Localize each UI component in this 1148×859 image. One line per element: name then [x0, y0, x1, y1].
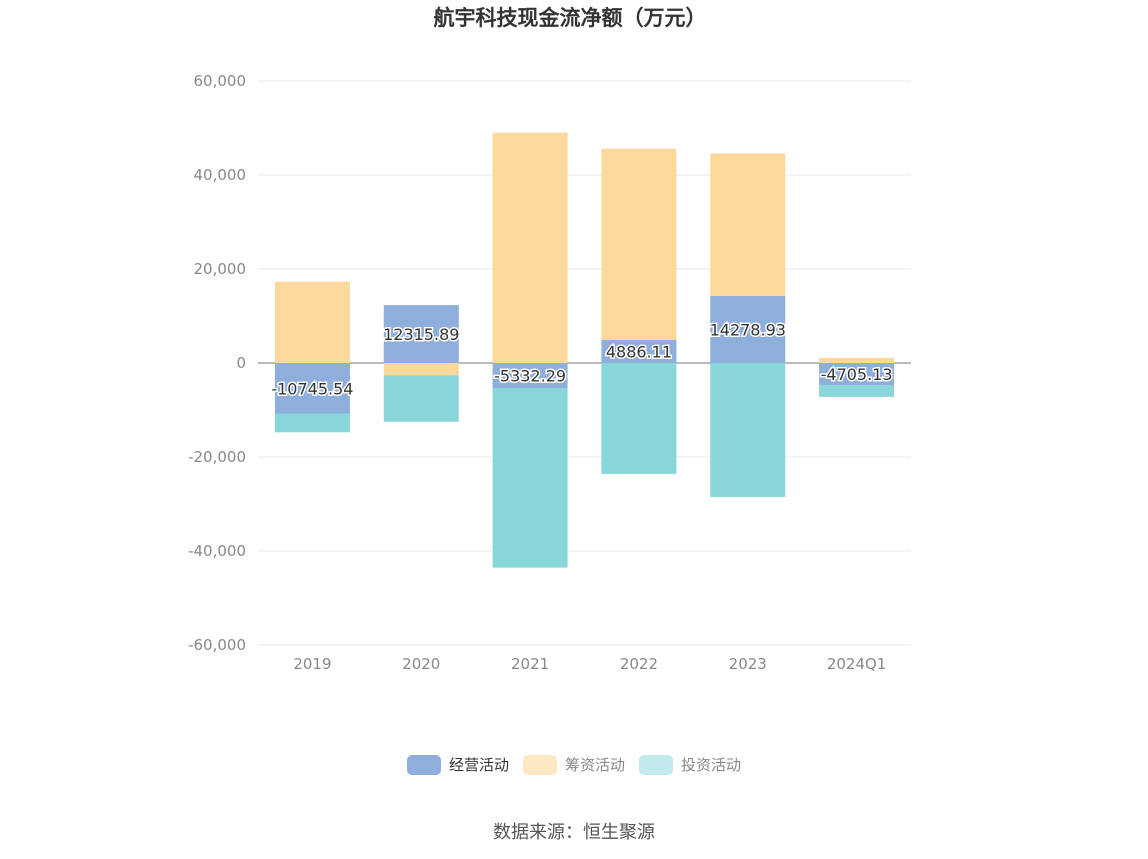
- cash-flow-chart: 航宇科技现金流净额（万元） 60,000 40,000 20,000 0 -20,000…: [188, 6, 911, 673]
- x-tick-label: 2019: [293, 655, 331, 673]
- data-label: -4705.13: [821, 365, 893, 384]
- y-tick-label: 60,000: [194, 72, 247, 90]
- bar-1-2023[interactable]: [710, 153, 786, 296]
- bar-2-2024Q1[interactable]: [819, 385, 895, 397]
- data-label: 14278.93: [710, 320, 786, 339]
- legend: 经营活动 筹资活动 投资活动: [0, 754, 1148, 775]
- data-source: 数据来源：恒生聚源: [493, 822, 655, 843]
- legend-item-operating[interactable]: 经营活动: [406, 754, 509, 775]
- bar-1-2021[interactable]: [492, 132, 568, 363]
- y-tick-label: -20,000: [188, 448, 246, 466]
- bar-0-2021[interactable]: [492, 363, 568, 389]
- data-label: -10745.54: [271, 379, 353, 398]
- bar-0-2024Q1[interactable]: [819, 363, 895, 386]
- legend-item-investing[interactable]: 投资活动: [639, 754, 741, 775]
- bar-1-2020[interactable]: [383, 363, 459, 376]
- legend-label-investing: 投资活动: [681, 756, 742, 774]
- bar-0-2023[interactable]: [710, 295, 786, 363]
- y-tick-label: 40,000: [194, 166, 247, 184]
- data-label: 12315.89: [383, 325, 459, 344]
- legend-swatch-operating: [406, 754, 441, 775]
- legend-swatch-financing: [522, 754, 557, 775]
- legend-item-financing[interactable]: 筹资活动: [522, 754, 625, 775]
- bar-2-2022[interactable]: [601, 363, 677, 474]
- legend-label-operating: 经营活动: [448, 756, 509, 774]
- bar-1-2024Q1[interactable]: [819, 357, 895, 363]
- bar-1-2022[interactable]: [601, 148, 677, 341]
- data-label: -5332.29: [494, 367, 566, 386]
- bar-series: [274, 132, 895, 568]
- x-tick-label: 2021: [511, 655, 549, 673]
- y-tick-label: 20,000: [194, 260, 247, 278]
- legend-label-financing: 筹资活动: [564, 756, 625, 774]
- bar-0-2020[interactable]: [383, 305, 459, 363]
- y-tick-label: -60,000: [188, 636, 246, 654]
- x-tick-label: 2023: [729, 655, 767, 673]
- bar-0-2019[interactable]: [274, 363, 350, 414]
- y-tick-label: -40,000: [188, 542, 246, 560]
- bar-2-2021[interactable]: [492, 388, 568, 568]
- bar-0-2022[interactable]: [601, 340, 677, 363]
- data-labels: -10745.54 12315.89 -5332.29 4886.11 14278.93…: [270, 319, 894, 400]
- bar-2-2020[interactable]: [383, 375, 459, 422]
- data-label: 4886.11: [606, 343, 672, 362]
- x-tick-label: 2024Q1: [827, 655, 887, 673]
- x-tick-label: 2020: [402, 655, 440, 673]
- axis-ticks: 60,000 40,000 20,000 0 -20,000 -40,000 -60,000…: [188, 72, 886, 673]
- x-tick-label: 2022: [620, 655, 658, 673]
- y-tick-label: 0: [236, 354, 246, 372]
- bar-1-2019[interactable]: [274, 281, 350, 363]
- bar-2-2019[interactable]: [274, 413, 350, 433]
- legend-swatch-investing: [639, 754, 673, 775]
- chart-title: 航宇科技现金流净额（万元）: [434, 6, 707, 30]
- bar-2-2023[interactable]: [710, 363, 786, 497]
- grid-lines: [258, 80, 911, 646]
